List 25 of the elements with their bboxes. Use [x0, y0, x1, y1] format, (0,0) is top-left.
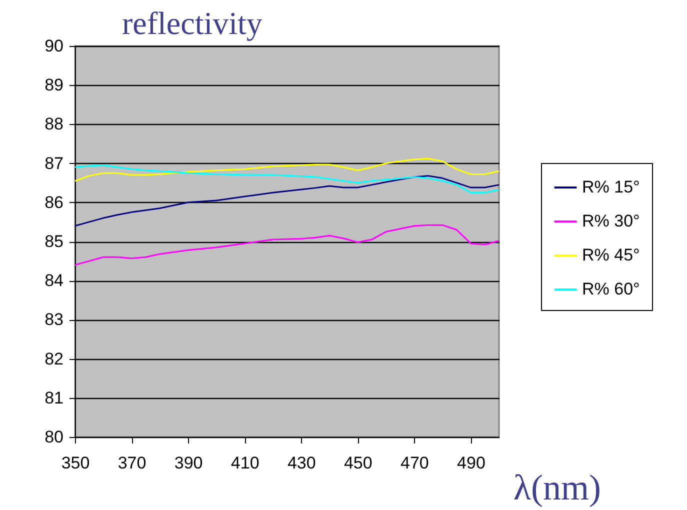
- legend-label: R% 45°: [582, 246, 640, 264]
- x-axis-title: λ(nm): [514, 468, 601, 508]
- y-tick-label: 82: [44, 349, 64, 368]
- x-tick-label: 410: [230, 454, 260, 472]
- x-tick-label: 450: [344, 454, 372, 472]
- y-tick-label: 85: [44, 232, 64, 251]
- y-tick-label: 84: [44, 271, 64, 290]
- legend-label: R% 30°: [582, 212, 640, 230]
- legend-label: R% 15°: [582, 178, 640, 196]
- y-tick-label: 81: [44, 388, 64, 408]
- y-tick-label: 86: [44, 192, 64, 212]
- x-tick-label: 490: [457, 454, 486, 472]
- chart-title: reflectivity: [122, 5, 262, 41]
- x-tick-label: 430: [287, 454, 316, 472]
- y-tick-label: 83: [44, 310, 64, 330]
- legend-label: R% 60°: [582, 280, 640, 298]
- x-tick-label: 350: [61, 454, 90, 472]
- y-tick-label: 88: [44, 114, 64, 134]
- y-tick-label: 90: [44, 36, 64, 56]
- x-tick-label: 390: [174, 454, 203, 472]
- y-tick-label: 89: [44, 76, 64, 95]
- y-tick-label: 87: [44, 154, 64, 173]
- x-tick-label: 370: [118, 454, 146, 472]
- x-tick-label: 470: [400, 454, 429, 472]
- y-tick-label: 80: [44, 428, 64, 446]
